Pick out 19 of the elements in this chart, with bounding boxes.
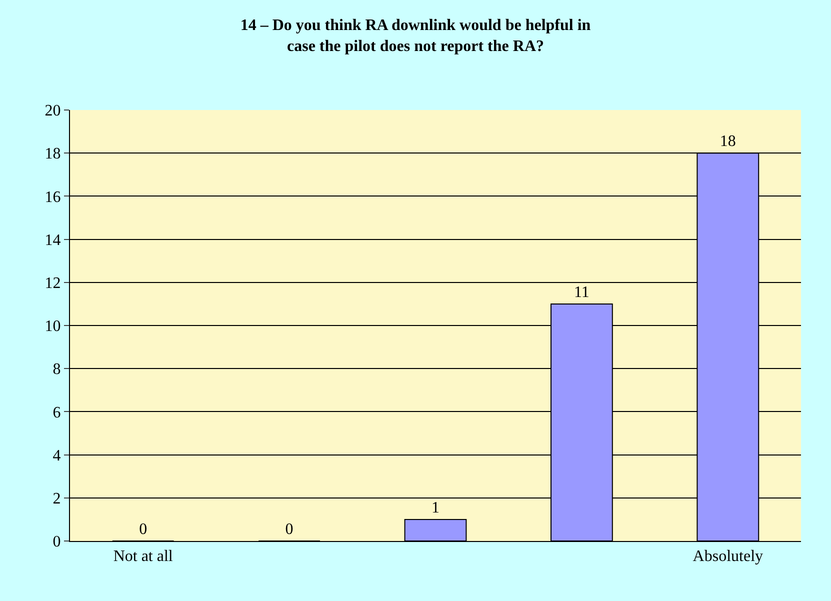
y-tick-label: 10: [44, 318, 61, 336]
data-label: 1: [432, 499, 440, 516]
y-tick-label: 18: [44, 146, 61, 163]
data-label: 0: [139, 521, 148, 538]
y-tick-label: 8: [52, 361, 61, 378]
x-tick-label: Not at all: [113, 548, 174, 566]
x-tick-label: Absolutely: [692, 548, 764, 566]
y-tick-label: 16: [44, 188, 61, 206]
y-tick-label: 12: [44, 275, 61, 292]
y-tick-label: 4: [52, 447, 61, 464]
y-tick-label: 2: [52, 490, 61, 508]
y-tick-label: 0: [52, 534, 61, 551]
y-tick-label: 20: [44, 102, 61, 120]
data-label: 18: [720, 133, 736, 150]
data-label: 0: [285, 521, 294, 538]
data-label: 11: [574, 284, 590, 301]
chart-title: 14 – Do you think RA downlink would be helpful in case the pilot does not report the RA?: [240, 17, 591, 55]
y-tick-label: 14: [44, 232, 61, 249]
y-tick-label: 6: [52, 404, 61, 422]
